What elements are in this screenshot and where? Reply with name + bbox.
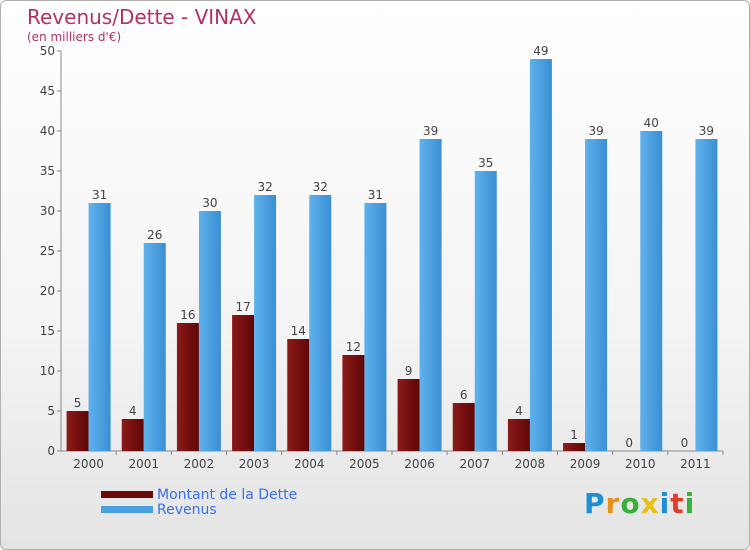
bar-debt [452, 403, 475, 451]
bar-revenue [419, 139, 442, 451]
legend: Montant de la Dette Revenus [101, 486, 298, 518]
logo-letter: P [584, 487, 606, 520]
data-label-revenue: 39 [423, 124, 438, 138]
data-label-debt: 16 [180, 308, 195, 322]
y-tick-label: 40 [40, 124, 55, 138]
logo-letter: x [640, 487, 660, 520]
logo-letter: r [605, 487, 621, 520]
data-label-revenue: 39 [588, 124, 603, 138]
data-label-debt: 4 [129, 404, 137, 418]
x-tick-label: 2004 [294, 457, 325, 471]
data-label-revenue: 26 [147, 228, 162, 242]
bar-revenue [529, 59, 552, 451]
bar-debt [232, 315, 255, 451]
data-label-debt: 17 [235, 300, 250, 314]
x-tick-label: 2001 [128, 457, 159, 471]
bar-debt [507, 419, 530, 451]
data-label-debt: 1 [570, 428, 578, 442]
bar-revenue [640, 131, 663, 451]
logo-letter: i [684, 487, 696, 520]
chart-subtitle: (en milliers d'€) [27, 30, 122, 44]
y-tick-label: 35 [40, 164, 55, 178]
logo-letter: o [620, 487, 641, 520]
bar-revenue [695, 139, 718, 451]
y-tick-label: 20 [40, 284, 55, 298]
y-tick-label: 25 [40, 244, 55, 258]
data-label-debt: 14 [291, 324, 306, 338]
y-tick-label: 50 [40, 44, 55, 58]
data-label-revenue: 30 [202, 196, 217, 210]
legend-label-debt: Montant de la Dette [157, 486, 298, 503]
bar-revenue [585, 139, 608, 451]
data-label-revenue: 40 [644, 116, 659, 130]
x-tick-label: 2003 [239, 457, 270, 471]
data-label-revenue: 35 [478, 156, 493, 170]
logo-letter: i [659, 487, 671, 520]
data-label-debt: 4 [515, 404, 523, 418]
x-tick-label: 2010 [625, 457, 656, 471]
data-label-debt: 0 [625, 436, 633, 450]
chart-title: Revenus/Dette - VINAX [27, 5, 257, 29]
data-label-revenue: 32 [257, 180, 272, 194]
y-tick-label: 30 [40, 204, 55, 218]
x-tick-label: 2000 [73, 457, 104, 471]
y-tick-label: 45 [40, 84, 55, 98]
bar-debt [176, 323, 199, 451]
bar-revenue [198, 211, 221, 451]
x-tick-label: 2011 [680, 457, 711, 471]
proxiti-logo: Proxiti [584, 487, 695, 520]
data-label-revenue: 31 [368, 188, 383, 202]
bar-debt [563, 443, 586, 451]
bar-revenue [88, 203, 111, 451]
bar-revenue [364, 203, 387, 451]
bar-debt [121, 419, 144, 451]
x-tick-label: 2005 [349, 457, 380, 471]
x-tick-label: 2008 [515, 457, 546, 471]
y-tick-label: 15 [40, 324, 55, 338]
y-tick-label: 0 [47, 444, 55, 458]
data-label-revenue: 39 [699, 124, 714, 138]
data-label-debt: 12 [346, 340, 361, 354]
legend-swatch-revenue [101, 506, 153, 513]
x-tick-label: 2007 [459, 457, 490, 471]
data-label-debt: 5 [74, 396, 82, 410]
data-label-debt: 0 [681, 436, 689, 450]
legend-item-revenue: Revenus [101, 501, 297, 518]
data-label-debt: 6 [460, 388, 468, 402]
y-tick-label: 10 [40, 364, 55, 378]
bar-revenue [474, 171, 497, 451]
logo-letter: t [670, 487, 685, 520]
data-label-debt: 9 [405, 364, 413, 378]
data-label-revenue: 49 [533, 44, 548, 58]
y-tick-label: 5 [47, 404, 55, 418]
x-tick-label: 2009 [570, 457, 601, 471]
data-label-revenue: 31 [92, 188, 107, 202]
bar-revenue [309, 195, 332, 451]
legend-swatch-debt [101, 491, 153, 498]
legend-label-revenue: Revenus [157, 501, 217, 518]
bar-revenue [143, 243, 166, 451]
bar-debt [397, 379, 420, 451]
bar-debt [342, 355, 365, 451]
bar-debt [287, 339, 310, 451]
x-tick-label: 2002 [184, 457, 215, 471]
legend-item-debt: Montant de la Dette [101, 486, 298, 503]
x-tick-label: 2006 [404, 457, 435, 471]
bar-debt [66, 411, 89, 451]
data-label-revenue: 32 [313, 180, 328, 194]
bar-revenue [254, 195, 277, 451]
